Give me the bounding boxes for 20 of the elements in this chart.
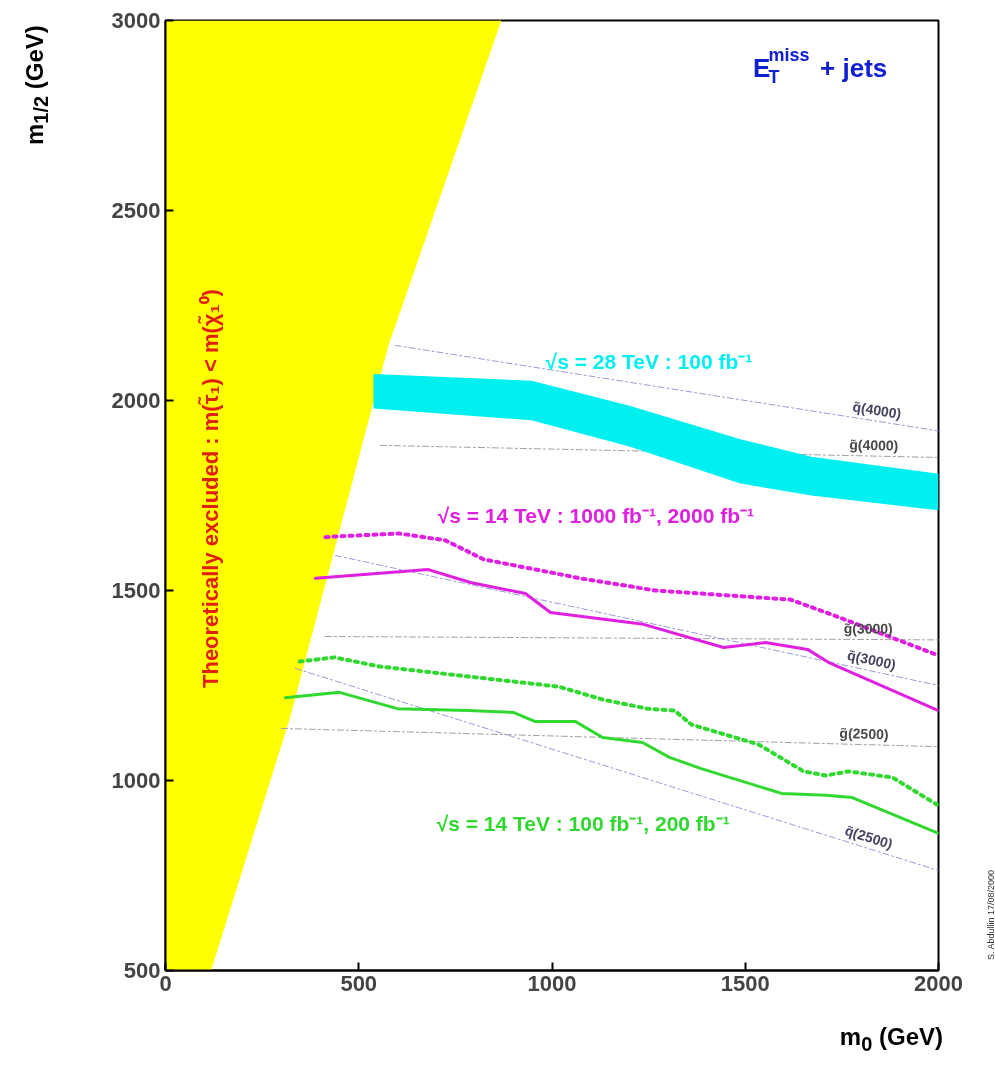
y-tick-label: 2500 (111, 198, 161, 223)
x-tick-label: 1500 (720, 970, 770, 996)
text: √s = 14 TeV : 1000 fb⁻¹, 2000 fb⁻¹ (437, 503, 754, 527)
annotation: Theoretically excluded : m(τ̃₁) < m(χ̃₁⁰) (197, 289, 223, 688)
series-label: g̃(2500) (839, 724, 889, 743)
text: q̃(4000) (851, 398, 903, 422)
y-tick-label: 1000 (111, 768, 161, 793)
series-label: g̃(4000) (849, 436, 899, 454)
x-tick-label: 2000 (914, 970, 963, 996)
x-tick-label: 0 (159, 970, 172, 996)
x-tick-label: 500 (340, 970, 378, 996)
x-axis-title: m$_{0}$ (GeV) (839, 1022, 943, 1057)
text: √s = 14 TeV : 100 fb⁻¹, 200 fb⁻¹ (436, 812, 730, 836)
line-series (313, 568, 939, 713)
y-tick-label: 1500 (111, 578, 161, 603)
y-tick-label: 2000 (111, 388, 161, 413)
series-label: √s = 28 TeV : 100 fb⁻¹ (545, 349, 753, 373)
y-tick-label: 3000 (111, 8, 161, 33)
text: q̃(3000) (845, 646, 898, 673)
x-tick-label: 1000 (527, 970, 577, 996)
